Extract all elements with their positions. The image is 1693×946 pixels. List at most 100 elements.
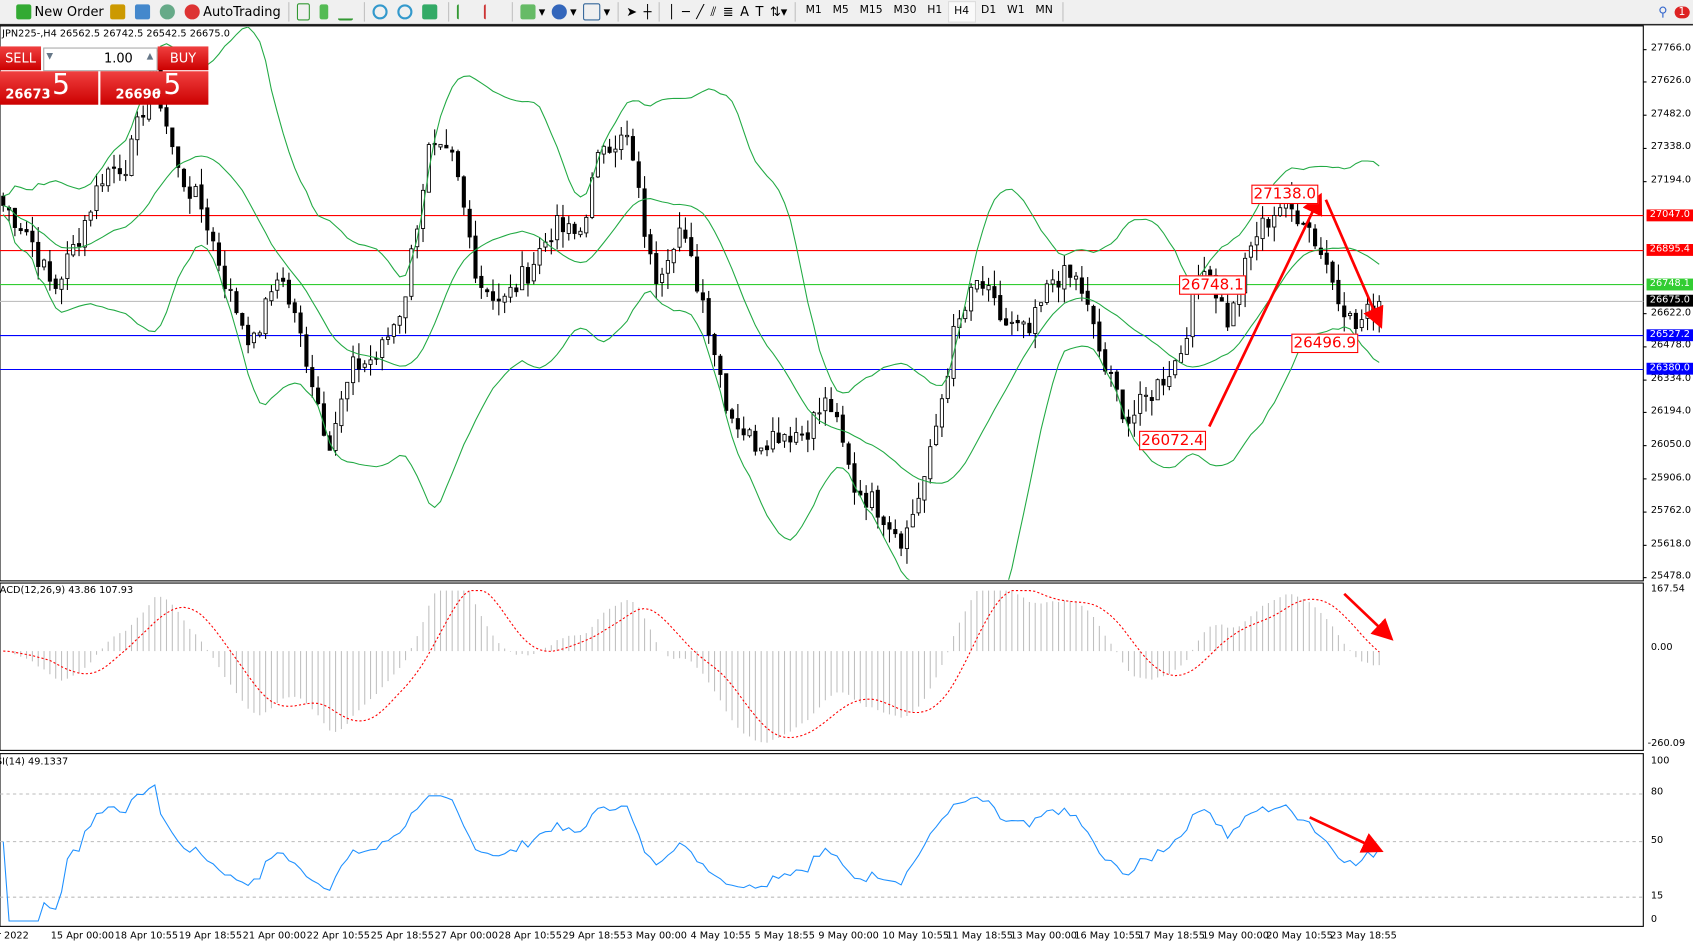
candle <box>257 330 262 338</box>
zoom-in-icon <box>372 4 388 20</box>
price-axis-label: 27626.0 <box>1650 75 1692 87</box>
rsi-line <box>2 784 1380 922</box>
candle <box>508 274 513 303</box>
lot-decrease-icon[interactable]: ▼ <box>46 50 54 61</box>
zoom-out-button[interactable] <box>394 1 419 23</box>
candle-body <box>100 183 105 187</box>
candlestick-button[interactable] <box>316 1 334 23</box>
timeframe-m15[interactable]: M15 <box>859 4 883 17</box>
sell-price[interactable]: 26673 .5 <box>0 69 99 105</box>
timeframe-m5[interactable]: M5 <box>832 4 849 17</box>
bar-chart-button[interactable] <box>294 1 317 23</box>
notification-badge: 1 <box>1674 5 1690 18</box>
vertical-line-button[interactable]: │ <box>664 1 678 23</box>
arrows-button[interactable]: ⇅▾ <box>767 1 791 23</box>
candle <box>654 241 659 299</box>
annotation-low[interactable]: 26072.4 <box>1139 430 1206 451</box>
price-axis-label: 27338.0 <box>1650 141 1692 153</box>
candle-body <box>205 207 210 231</box>
candle-body <box>1073 275 1079 280</box>
time-axis-label: 29 Apr 18:55 <box>562 930 626 942</box>
candle-body <box>199 184 204 210</box>
rsi-level-label: 80 <box>1650 787 1664 799</box>
candle <box>403 296 408 334</box>
divider <box>288 2 290 22</box>
lot-increase-icon[interactable]: ▲ <box>146 50 154 61</box>
time-axis-label: 25 Apr 18:55 <box>370 930 434 942</box>
candle <box>636 151 641 199</box>
timeframe-m30[interactable]: M30 <box>893 4 917 17</box>
candle-body <box>286 279 291 305</box>
timeframe-m1[interactable]: M1 <box>805 4 822 17</box>
periods-button[interactable]: ▾ <box>549 1 580 23</box>
candle <box>1266 217 1271 237</box>
candle-body <box>76 243 82 247</box>
time-axis-label: 17 May 18:55 <box>1138 930 1205 942</box>
templates-button[interactable]: ▾ <box>580 1 614 23</box>
candle <box>12 207 17 237</box>
timeframe-bar: M1 M5 M15 M30 H1 H4 D1 W1 MN <box>800 1 1058 23</box>
candle <box>181 167 187 192</box>
autotrading-button[interactable]: AutoTrading <box>181 1 283 23</box>
candle-body <box>537 248 542 266</box>
crosshair-button[interactable]: ┼ <box>640 1 654 23</box>
candle <box>1155 378 1160 401</box>
cursor-button[interactable]: ➤ <box>623 1 640 23</box>
sell-button[interactable]: SELL <box>0 46 42 71</box>
fibonacci-button[interactable]: ≣ <box>720 1 737 23</box>
tile-windows-button[interactable] <box>419 1 444 23</box>
candle <box>928 439 933 484</box>
horizontal-line-button[interactable]: ─ <box>679 1 693 23</box>
candle-body <box>123 173 128 177</box>
annotation-mid[interactable]: 26748.1 <box>1179 275 1246 295</box>
candle-body <box>403 296 408 319</box>
timeframe-h1[interactable]: H1 <box>927 4 943 17</box>
signals-button[interactable] <box>157 1 182 23</box>
horizontal-line-icon: ─ <box>681 4 690 20</box>
line-chart-button[interactable] <box>335 1 360 23</box>
candle <box>840 405 845 447</box>
candle <box>444 129 449 149</box>
candle <box>71 235 76 258</box>
candle <box>630 128 635 162</box>
candle <box>450 146 455 162</box>
price-level-tag: 27047.0 <box>1646 209 1693 221</box>
candle-body <box>677 227 682 248</box>
equidistant-channel-button[interactable]: ⫽ <box>707 1 719 23</box>
text-button[interactable]: A <box>737 1 752 23</box>
trendline-button[interactable]: ╱ <box>693 1 707 23</box>
buy-price[interactable]: 26696 .5 <box>100 69 209 105</box>
candle <box>1161 366 1166 396</box>
buy-button[interactable]: BUY <box>157 46 209 71</box>
text-label-button[interactable]: T <box>752 1 766 23</box>
notifications-button[interactable]: 1 <box>1671 1 1693 23</box>
new-order-button[interactable]: New Order <box>13 1 107 23</box>
timeframe-w1[interactable]: W1 <box>1007 4 1025 17</box>
rsi-label: RSI(14) 49.1337 <box>0 756 69 768</box>
auto-scroll-button[interactable] <box>453 1 480 23</box>
time-axis-label: 13 May 00:00 <box>1010 930 1077 942</box>
macd-signal-line <box>3 590 1380 739</box>
candle-body <box>234 291 239 314</box>
zoom-in-button[interactable] <box>369 1 394 23</box>
candle-body <box>613 148 618 153</box>
timeframe-h4[interactable]: H4 <box>947 1 976 23</box>
candle-body <box>135 116 140 141</box>
divider <box>511 2 513 22</box>
timeframe-d1[interactable]: D1 <box>981 4 997 17</box>
candle-body <box>1044 283 1049 303</box>
chart-shift-button[interactable] <box>480 1 507 23</box>
indicators-button[interactable]: ▾ <box>517 1 548 23</box>
candle <box>1254 221 1259 261</box>
candle <box>992 270 997 306</box>
lot-size-input[interactable]: ▼ 1.00 ▲ <box>43 47 158 72</box>
annotation-high[interactable]: 27138.0 <box>1251 184 1319 205</box>
search-button[interactable]: ⚲ <box>1655 1 1671 23</box>
candle-body <box>625 134 630 138</box>
annotation-last[interactable]: 26496.9 <box>1291 333 1359 354</box>
price-axis-label: 26194.0 <box>1650 405 1692 417</box>
timeframe-mn[interactable]: MN <box>1035 4 1053 17</box>
history-button[interactable] <box>132 1 157 23</box>
market-watch-button[interactable] <box>107 1 132 23</box>
